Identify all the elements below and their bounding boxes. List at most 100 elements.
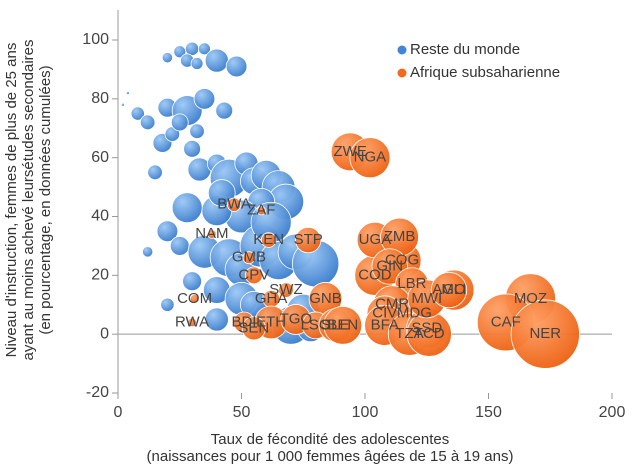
bubble — [161, 52, 173, 64]
bubble — [510, 299, 580, 369]
point-label: COM — [177, 290, 212, 307]
x-tick-label: 150 — [475, 404, 502, 421]
bubble — [260, 232, 277, 248]
x-axis-label: Taux de fécondité des adolescentes — [211, 431, 450, 448]
bubble — [242, 251, 256, 265]
point-label: BDI — [231, 313, 256, 330]
point-label: LBR — [397, 275, 426, 292]
y-tick-label: 20 — [91, 267, 109, 284]
series — [187, 132, 580, 369]
point-label: TGO — [280, 310, 313, 327]
bubble — [182, 271, 202, 292]
bubble — [142, 246, 154, 258]
bubble — [349, 137, 391, 179]
point-label: CPV — [238, 266, 269, 283]
bubble — [204, 48, 229, 73]
bubble — [169, 236, 190, 256]
point-label: MWI — [411, 290, 442, 307]
bubble — [189, 123, 205, 139]
bubble — [204, 307, 229, 332]
point-label: SEN — [238, 319, 269, 336]
bubble — [170, 113, 189, 132]
bubble — [187, 317, 197, 328]
bubble — [207, 179, 236, 207]
bubble — [244, 266, 263, 285]
bubble — [256, 205, 266, 216]
bubble — [139, 114, 156, 131]
bubble — [193, 88, 216, 110]
point-label: ETH — [256, 313, 286, 330]
bubble — [207, 229, 217, 239]
x-tick-label: 200 — [599, 404, 626, 421]
point-label: TZA — [395, 325, 423, 342]
x-axis-label: (naissances pour 1 000 femmes âgées de 1… — [147, 448, 514, 465]
bubble — [323, 305, 363, 345]
point-label: ZMB — [384, 228, 416, 245]
legend-label: Afrique subsaharienne — [410, 64, 560, 81]
bubble — [130, 106, 145, 121]
bubble — [198, 42, 211, 56]
point-label: AGO — [432, 281, 465, 298]
point-label: CIV — [372, 305, 397, 322]
bubble — [215, 101, 234, 120]
point-label: BWA — [217, 196, 251, 213]
point-label: GIN — [376, 257, 403, 274]
point-label: ZWE — [334, 143, 367, 160]
bubble — [190, 57, 204, 70]
bubble — [226, 197, 242, 212]
bubble — [189, 294, 200, 304]
y-tick-label: 0 — [100, 325, 109, 342]
point-label: STP — [294, 231, 323, 248]
y-tick-label: 80 — [91, 90, 109, 107]
point-label: LSO — [301, 316, 331, 333]
point-label: COG — [385, 252, 419, 269]
bubble — [171, 192, 203, 224]
x-tick-label: 100 — [352, 404, 379, 421]
point-label: UGA — [359, 231, 392, 248]
bubble — [147, 164, 163, 181]
y-axis-label: Niveau d'instruction, femmes de plus de … — [3, 43, 20, 358]
legend-label: Reste du monde — [410, 41, 520, 58]
point-label: BFA — [371, 316, 399, 333]
y-tick-label: 40 — [91, 208, 109, 225]
x-tick-label: 50 — [233, 404, 251, 421]
point-label: KEN — [253, 231, 284, 248]
bubble — [156, 220, 179, 243]
bubble — [125, 90, 130, 95]
bubble — [430, 271, 468, 309]
y-axis-label: ayant au moins achevé leursétudes second… — [20, 39, 37, 360]
point-label: GMB — [232, 249, 266, 266]
y-axis-label: (en pourcentage, en données cumulées) — [37, 65, 54, 334]
point-label: MLI — [441, 281, 466, 298]
point-label: CMR — [375, 296, 409, 313]
point-label: MOZ — [514, 290, 547, 307]
x-tick-label: 0 — [114, 404, 123, 421]
point-label: GNB — [309, 290, 342, 307]
bubble — [295, 226, 322, 254]
legend-marker — [396, 44, 408, 56]
bubble — [183, 139, 201, 158]
point-label: TCD — [414, 325, 445, 342]
point-label: CAF — [491, 313, 521, 330]
point-label: ZAF — [247, 202, 275, 219]
bubble — [120, 102, 125, 107]
bubble — [160, 297, 175, 312]
point-label: COD — [358, 266, 392, 283]
point-label: MDG — [397, 305, 432, 322]
bubble — [225, 55, 248, 78]
point-label: SWZ — [269, 281, 302, 298]
series — [120, 41, 340, 345]
y-tick-label: 100 — [82, 31, 109, 48]
point-label: GHA — [255, 290, 288, 307]
point-label: SSD — [411, 319, 442, 336]
point-label: RWA — [175, 313, 209, 330]
point-label: SLE — [321, 316, 349, 333]
point-label: NAM — [195, 225, 228, 242]
point-label: NGA — [354, 149, 387, 166]
bubble — [241, 316, 266, 341]
point-label: BEN — [327, 316, 358, 333]
legend-marker — [396, 67, 408, 79]
bubble — [278, 282, 294, 298]
